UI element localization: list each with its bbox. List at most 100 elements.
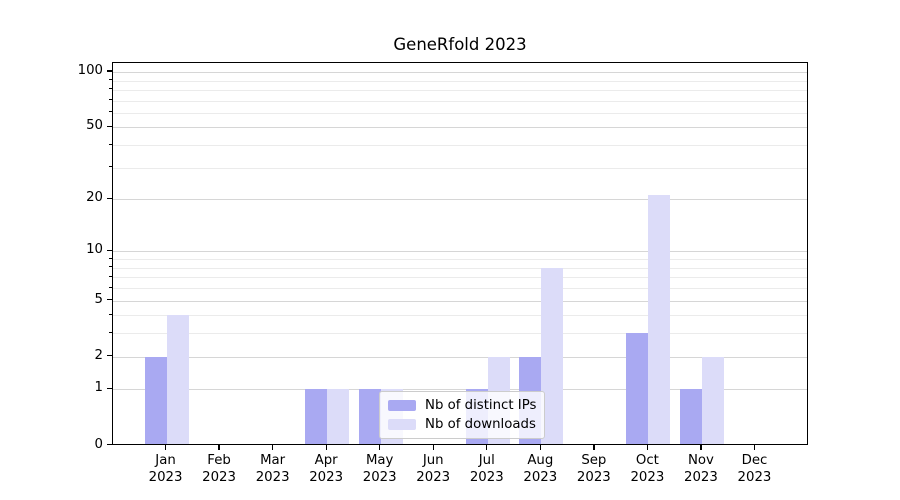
y-tick-label: 20 xyxy=(86,190,103,206)
major-gridline xyxy=(113,251,807,253)
x-tick-label: Nov 2023 xyxy=(669,452,733,486)
y-tick-mark xyxy=(107,387,112,390)
bar-nb-of-distinct-ips-oct xyxy=(626,333,649,444)
legend-swatch xyxy=(388,419,416,430)
legend-item: Nb of distinct IPs xyxy=(388,396,536,415)
y-tick-mark xyxy=(107,249,112,252)
legend-swatch xyxy=(388,400,416,411)
x-tick-year: 2023 xyxy=(148,469,183,485)
y-tick-label: 100 xyxy=(77,63,103,79)
minor-gridline xyxy=(113,315,807,317)
x-tick-month: Sep xyxy=(581,452,607,468)
y-tick-label: 1 xyxy=(94,380,103,396)
x-tick-label: Jul 2023 xyxy=(455,452,519,486)
x-tick-mark xyxy=(486,444,488,450)
x-tick-mark xyxy=(379,444,381,450)
y-minor-tick-mark xyxy=(109,286,112,288)
bar-nb-of-downloads-apr xyxy=(327,389,350,444)
x-tick-mark xyxy=(218,444,220,450)
minor-gridline xyxy=(113,259,807,261)
minor-gridline xyxy=(113,145,807,147)
x-tick-year: 2023 xyxy=(416,469,451,485)
y-tick-mark xyxy=(107,355,112,357)
y-minor-tick-mark xyxy=(109,257,112,259)
y-tick-label: 10 xyxy=(86,242,103,258)
x-tick-mark xyxy=(432,444,434,450)
minor-gridline xyxy=(113,267,807,269)
bar-nb-of-distinct-ips-apr xyxy=(305,389,328,444)
y-tick-mark xyxy=(107,70,112,72)
x-tick-year: 2023 xyxy=(309,469,344,485)
minor-gridline xyxy=(113,288,807,290)
y-tick-label: 0 xyxy=(94,436,103,452)
minor-gridline xyxy=(113,112,807,114)
minor-gridline xyxy=(113,277,807,279)
y-tick-mark xyxy=(107,197,112,199)
y-minor-tick-mark xyxy=(109,143,112,145)
y-minor-tick-mark xyxy=(109,111,112,113)
legend: Nb of distinct IPs Nb of downloads xyxy=(379,391,546,439)
x-tick-year: 2023 xyxy=(576,469,611,485)
x-tick-year: 2023 xyxy=(202,469,236,485)
x-tick-month: Nov xyxy=(687,452,714,468)
y-tick-mark xyxy=(107,298,112,301)
minor-gridline xyxy=(113,80,807,82)
x-tick-mark xyxy=(539,444,541,450)
x-tick-label: Aug 2023 xyxy=(508,452,572,486)
y-tick-label: 2 xyxy=(94,347,103,363)
bar-nb-of-downloads-jan xyxy=(166,315,189,444)
major-gridline xyxy=(113,127,807,129)
x-tick-mark xyxy=(272,444,274,450)
legend-label: Nb of downloads xyxy=(425,417,536,432)
bar-nb-of-distinct-ips-may xyxy=(358,389,381,444)
x-tick-month: Dec xyxy=(741,452,768,468)
x-tick-year: 2023 xyxy=(523,469,558,485)
y-minor-tick-mark xyxy=(109,331,112,333)
major-gridline xyxy=(113,356,807,358)
x-tick-label: Jan 2023 xyxy=(134,452,198,486)
x-tick-label: Apr 2023 xyxy=(294,452,358,486)
minor-gridline xyxy=(113,89,807,91)
x-tick-month: Mar xyxy=(260,452,286,468)
x-tick-label: Feb 2023 xyxy=(187,452,251,486)
x-tick-label: Dec 2023 xyxy=(722,452,786,486)
x-tick-label: Jun 2023 xyxy=(401,452,465,486)
x-tick-mark xyxy=(325,444,327,450)
x-tick-year: 2023 xyxy=(469,469,504,485)
y-minor-tick-mark xyxy=(109,266,112,268)
x-tick-mark xyxy=(700,444,702,450)
y-tick-label: 5 xyxy=(94,291,103,307)
major-gridline xyxy=(113,199,807,201)
major-gridline xyxy=(113,389,807,391)
x-tick-month: Feb xyxy=(207,452,231,468)
x-tick-mark xyxy=(646,444,649,450)
x-tick-month: Jun xyxy=(422,452,444,468)
bar-nb-of-downloads-oct xyxy=(648,195,671,444)
minor-gridline xyxy=(113,167,807,169)
y-minor-tick-mark xyxy=(109,79,112,81)
y-minor-tick-mark xyxy=(109,99,112,101)
y-tick-mark xyxy=(107,125,112,128)
y-minor-tick-mark xyxy=(109,275,112,277)
x-tick-year: 2023 xyxy=(255,469,290,485)
x-tick-month: Apr xyxy=(314,452,338,468)
x-tick-year: 2023 xyxy=(630,469,665,485)
x-tick-label: Sep 2023 xyxy=(562,452,626,486)
bar-nb-of-downloads-aug xyxy=(541,267,564,444)
minor-gridline xyxy=(113,100,807,102)
x-tick-mark xyxy=(753,444,756,450)
x-tick-month: Jan xyxy=(155,452,176,468)
y-tick-label: 50 xyxy=(86,118,103,134)
x-tick-year: 2023 xyxy=(684,469,718,485)
x-tick-year: 2023 xyxy=(737,469,772,485)
bar-nb-of-distinct-ips-nov xyxy=(679,389,702,444)
x-tick-label: Oct 2023 xyxy=(615,452,679,486)
y-tick-mark xyxy=(107,443,112,446)
minor-gridline xyxy=(113,333,807,335)
x-tick-year: 2023 xyxy=(362,469,397,485)
x-tick-label: May 2023 xyxy=(348,452,412,486)
y-minor-tick-mark xyxy=(109,313,112,315)
x-tick-month: Jul xyxy=(478,452,495,468)
x-tick-month: May xyxy=(365,452,394,468)
